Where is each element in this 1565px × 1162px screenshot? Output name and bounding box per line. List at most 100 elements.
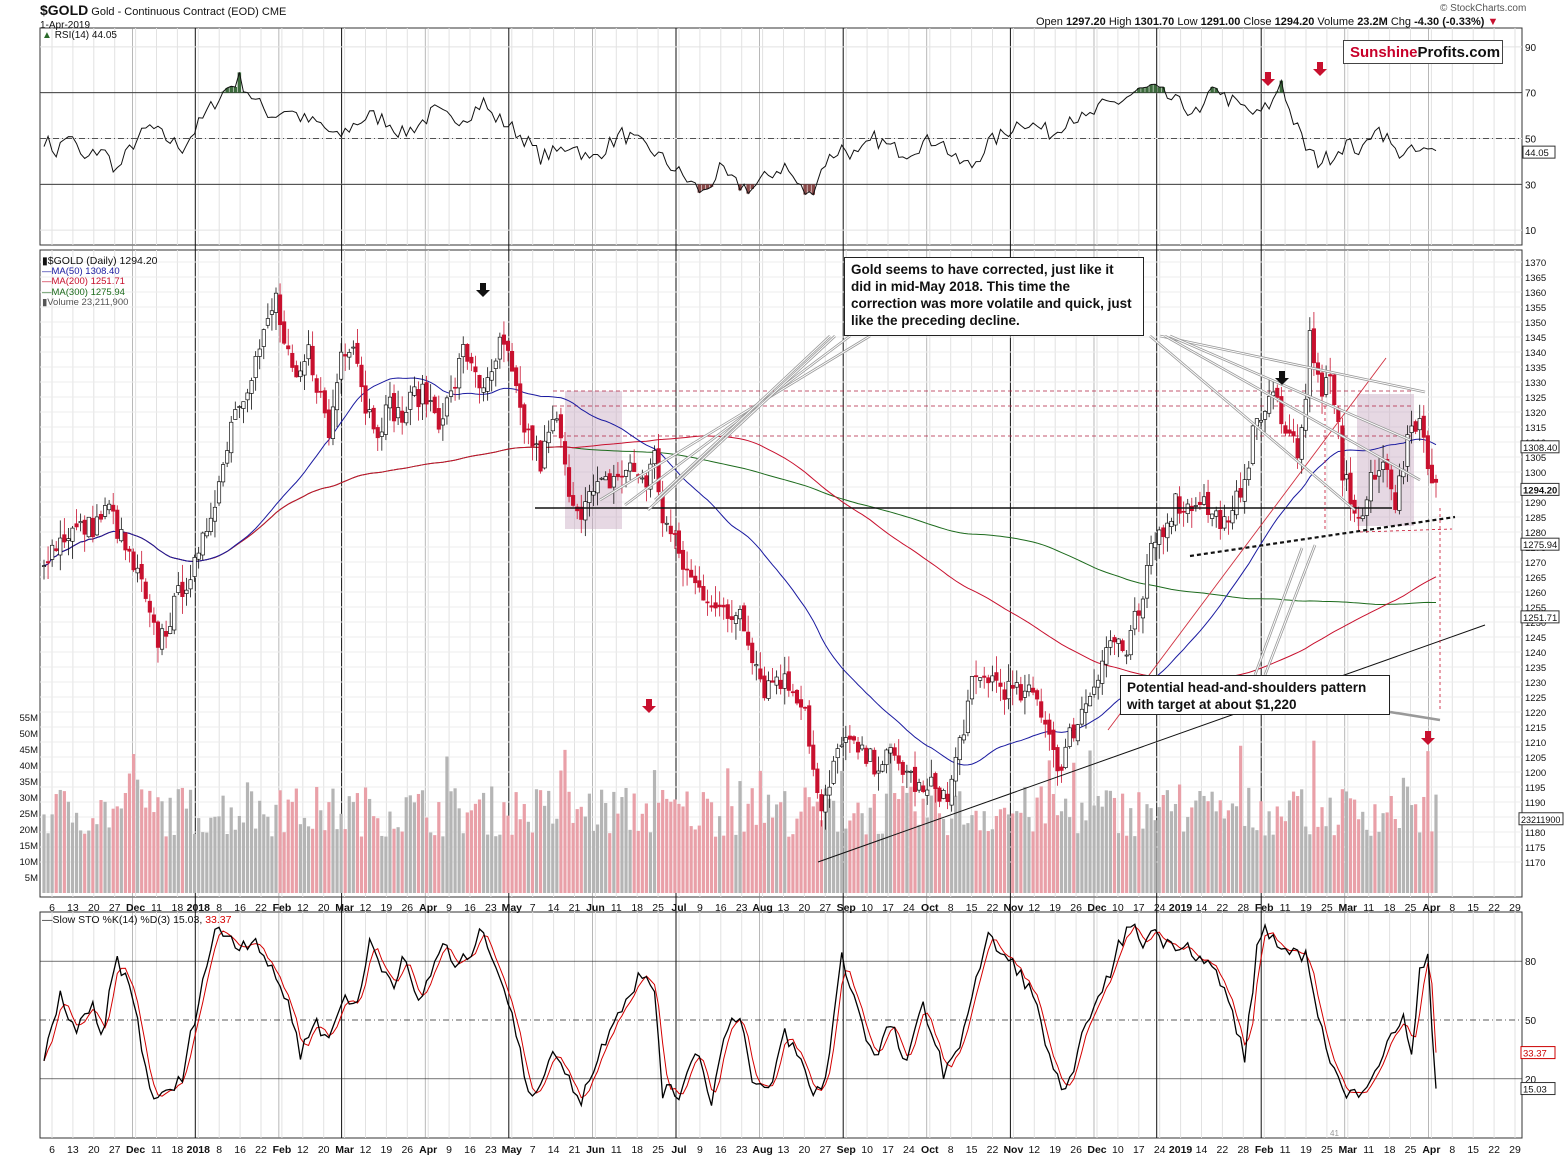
volume-bar <box>1080 802 1084 893</box>
candle-body <box>245 392 250 401</box>
candle-body <box>1397 475 1402 511</box>
sto-k-line <box>43 922 1437 1108</box>
candle-body <box>1010 685 1015 689</box>
candle-body <box>1413 421 1418 432</box>
x-tick-label: 19 <box>381 902 393 914</box>
candle-body <box>192 557 197 577</box>
candle-body <box>1385 459 1390 470</box>
price-y-tick-label: 1245 <box>1525 633 1546 644</box>
volume-bar <box>192 833 197 893</box>
candle-body <box>835 748 840 759</box>
candle-body <box>493 360 498 369</box>
volume-bar <box>473 803 478 893</box>
candle-body <box>998 682 1003 687</box>
candle-body <box>1014 682 1019 688</box>
candle-body <box>579 506 584 520</box>
volume-bar <box>1190 807 1194 893</box>
volume-bar <box>954 795 958 893</box>
volume-bar <box>258 800 262 893</box>
x-tick-label-bottom: 12 <box>360 1144 372 1156</box>
candle-body <box>571 495 576 506</box>
x-tick-label: 12 <box>1028 902 1040 914</box>
volume-bar <box>1125 835 1129 893</box>
candle-body <box>90 517 95 538</box>
candle-body <box>233 409 238 420</box>
candle-body <box>1295 438 1300 459</box>
volume-bar <box>233 829 237 893</box>
candle-body <box>575 506 580 512</box>
x-tick-label: Jul <box>671 902 686 914</box>
annotation-pointer-inner <box>1264 544 1316 676</box>
volume-bar <box>718 816 722 893</box>
candle-body <box>762 675 767 699</box>
annotation-pointer-inner <box>1149 335 1356 511</box>
x-tick-label: 7 <box>530 902 536 914</box>
x-tick-label: Apr <box>1422 902 1440 914</box>
volume-bar <box>689 826 693 893</box>
candle-body <box>925 789 930 796</box>
candle-body <box>290 352 295 368</box>
volume-bar <box>115 806 119 893</box>
candle-body <box>1063 746 1068 768</box>
candle-body <box>615 473 620 478</box>
x-tick-label-bottom: 26 <box>1070 1144 1082 1156</box>
x-tick-label-bottom: 25 <box>652 1144 664 1156</box>
candle-body <box>86 516 91 538</box>
volume-bar <box>970 815 974 893</box>
candle-body <box>623 469 629 477</box>
volume-bar <box>429 832 433 893</box>
volume-bar <box>978 830 982 893</box>
annotation-pointer-inner <box>1164 335 1421 481</box>
candle-body <box>510 350 515 372</box>
candle-body <box>465 344 470 362</box>
volume-bar <box>1064 798 1068 893</box>
price-y-tick-label: 1215 <box>1525 723 1546 734</box>
candle-body <box>111 504 116 512</box>
candle-body <box>1128 630 1133 656</box>
volume-bar <box>1275 806 1279 893</box>
candle-body <box>1393 492 1398 510</box>
volume-bar <box>713 836 718 893</box>
candle-body <box>982 675 987 678</box>
x-tick-label: 25 <box>1321 902 1333 914</box>
x-tick-label-bottom: 6 <box>49 1144 55 1156</box>
volume-bar <box>742 831 746 893</box>
legend-gold: ▮$GOLD (Daily) 1294.20 <box>42 255 158 267</box>
volume-bar <box>669 801 673 893</box>
volume-bar <box>1409 805 1414 893</box>
x-tick-label-bottom: 8 <box>948 1144 954 1156</box>
candle-body <box>58 537 63 556</box>
x-tick-label-bottom: 11 <box>151 1144 162 1156</box>
x-tick-label: 20 <box>88 902 100 914</box>
volume-bar <box>1182 831 1186 893</box>
candle-body <box>391 393 397 422</box>
volume-bar <box>518 819 522 893</box>
candle-body <box>733 615 738 624</box>
volume-bar <box>1247 787 1251 893</box>
volume-bar <box>494 836 498 893</box>
candle-body <box>225 450 230 464</box>
candle-body <box>908 771 913 773</box>
x-tick-label-bottom: Nov <box>1003 1144 1023 1156</box>
x-tick-label: Dec <box>1087 902 1106 914</box>
volume-bar <box>864 834 868 893</box>
candle-body <box>713 602 718 609</box>
candle-body <box>721 604 726 608</box>
candle-body <box>774 676 779 686</box>
volume-bar <box>111 808 115 893</box>
candle-body <box>1185 503 1190 515</box>
candle-body <box>632 462 637 472</box>
volume-bar <box>347 796 351 893</box>
candle-body <box>1352 499 1357 514</box>
volume-bar <box>514 792 518 893</box>
price-y-tick-label: 1190 <box>1525 798 1545 809</box>
x-tick-label-bottom: 8 <box>1449 1144 1455 1156</box>
volume-bar <box>1377 831 1381 893</box>
x-tick-label-bottom: Apr <box>1422 1144 1440 1156</box>
x-tick-label: 6 <box>49 902 55 914</box>
x-tick-label-bottom: 21 <box>569 1144 581 1156</box>
candle-body <box>1287 429 1292 434</box>
volume-bar <box>950 818 954 893</box>
volume-y-tick-label: 15M <box>20 841 39 852</box>
legend-ma300: —MA(300) 1275.94 <box>42 286 125 298</box>
